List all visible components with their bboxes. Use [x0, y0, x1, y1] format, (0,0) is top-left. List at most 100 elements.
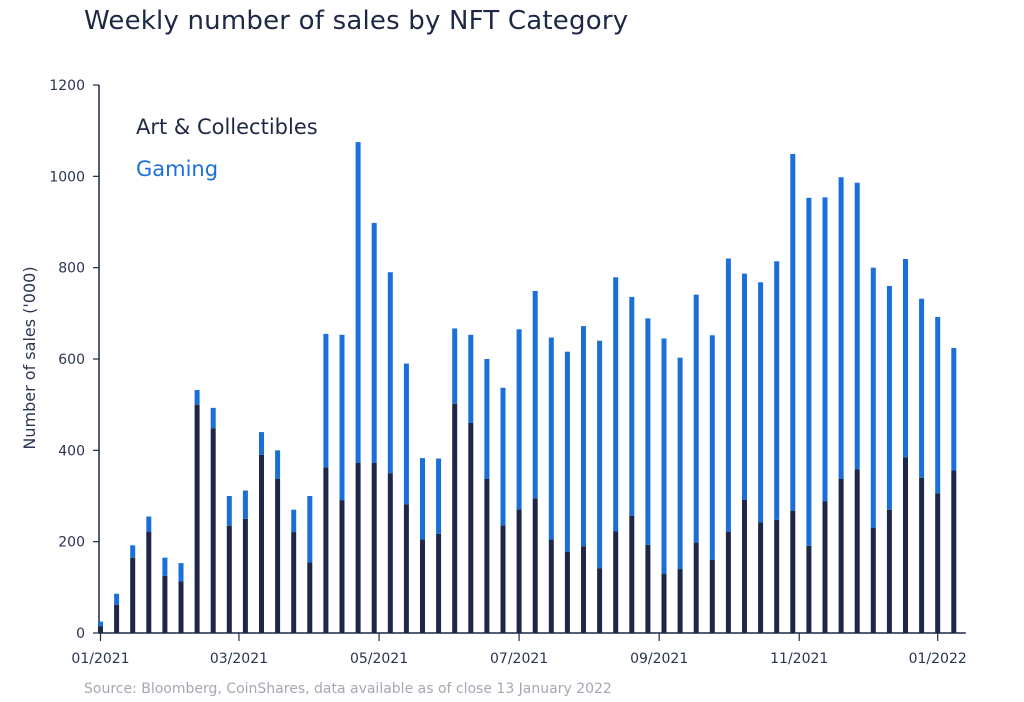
bar-art-collectibles [371, 462, 377, 633]
bar-art-collectibles [919, 477, 925, 633]
bar-art-collectibles [114, 604, 120, 633]
bar-art-collectibles [597, 568, 603, 633]
y-axis: 0 200 400 600 800 1000 1200 [49, 78, 100, 642]
y-tick-label: 0 [76, 626, 85, 642]
bar-gaming [355, 142, 361, 463]
x-axis: 01/2021 03/2021 05/2021 07/2021 09/2021 11/20… [71, 632, 967, 667]
bar-art-collectibles [210, 428, 216, 633]
bar-art-collectibles [935, 493, 941, 633]
bar-art-collectibles [339, 500, 345, 633]
bar-gaming [371, 222, 377, 463]
bar-gaming [629, 296, 635, 516]
bar-gaming [452, 328, 458, 404]
bar-gaming [403, 363, 409, 505]
bar-art-collectibles [403, 504, 409, 633]
bar-art-collectibles [742, 499, 747, 633]
bar-gaming [822, 197, 828, 502]
y-tick-label: 600 [58, 352, 85, 368]
chart-title: Weekly number of sales by NFT Category [84, 6, 629, 36]
x-tick-label: 07/2021 [490, 651, 548, 667]
bar-art-collectibles [468, 422, 474, 633]
bar-gaming [870, 267, 876, 528]
bar-art-collectibles [806, 545, 812, 633]
bar-gaming [242, 490, 248, 519]
legend-gaming: Gaming [136, 157, 218, 181]
bar-art-collectibles [951, 470, 957, 633]
bar-gaming [210, 407, 216, 429]
bar-gaming [226, 496, 232, 526]
y-tick-label: 800 [58, 261, 85, 277]
bar-art-collectibles [613, 531, 619, 633]
bar-gaming [951, 348, 957, 471]
x-tick-label: 03/2021 [210, 651, 268, 667]
bar-gaming [725, 258, 731, 532]
bar-art-collectibles [307, 562, 313, 633]
bar-art-collectibles [162, 575, 168, 633]
y-tick-label: 200 [58, 535, 85, 551]
bar-gaming [516, 329, 522, 510]
bar-gaming [98, 621, 103, 627]
bar-gaming [742, 273, 747, 500]
bar-art-collectibles [484, 478, 490, 633]
bar-gaming [162, 557, 168, 576]
source-note: Source: Bloomberg, CoinShares, data avai… [84, 681, 612, 697]
bar-gaming [903, 258, 908, 458]
bar-art-collectibles [259, 454, 264, 633]
bar-gaming [661, 338, 667, 574]
bar-gaming [677, 357, 683, 570]
bar-gaming [323, 333, 329, 468]
x-tick-label: 01/2021 [71, 651, 129, 667]
bar-gaming [468, 334, 474, 423]
bar-art-collectibles [355, 462, 361, 633]
bar-art-collectibles [226, 525, 232, 633]
bar-art-collectibles [548, 539, 554, 633]
bar-art-collectibles [242, 518, 248, 633]
bar-art-collectibles [693, 542, 699, 633]
legend-art-collectibles: Art & Collectibles [136, 115, 318, 139]
bar-gaming [275, 450, 281, 479]
bar-gaming [790, 153, 796, 511]
bar-gaming [581, 326, 586, 547]
bar-art-collectibles [677, 569, 683, 633]
bar-gaming [597, 340, 603, 569]
bar-gaming [436, 458, 442, 534]
bar-gaming [420, 458, 425, 540]
bar-art-collectibles [564, 551, 570, 633]
bar-gaming [146, 516, 152, 532]
bar-gaming [564, 351, 570, 552]
bar-art-collectibles [436, 533, 442, 633]
bar-gaming [194, 390, 200, 405]
bar-gaming [178, 563, 184, 582]
bar-art-collectibles [194, 404, 200, 633]
bar-gaming [613, 277, 619, 532]
bar-art-collectibles [581, 546, 586, 633]
bar-art-collectibles [709, 559, 715, 633]
bar-art-collectibles [758, 522, 764, 633]
bar-gaming [758, 282, 764, 523]
bar-art-collectibles [629, 515, 635, 633]
x-tick-label: 09/2021 [630, 651, 688, 667]
bar-art-collectibles [903, 457, 908, 633]
bar-gaming [919, 298, 925, 478]
bar-gaming [484, 359, 490, 479]
bar-gaming [709, 335, 715, 560]
bar-gaming [259, 432, 264, 455]
y-tick-label: 1200 [49, 78, 85, 94]
bar-art-collectibles [387, 473, 393, 633]
bar-art-collectibles [886, 509, 892, 633]
bar-art-collectibles [725, 531, 731, 633]
bar-art-collectibles [661, 573, 667, 633]
y-tick-label: 1000 [49, 169, 85, 185]
bar-art-collectibles [146, 531, 152, 633]
bar-art-collectibles [854, 469, 860, 633]
bar-gaming [291, 509, 297, 533]
bar-art-collectibles [516, 509, 522, 633]
bar-art-collectibles [323, 467, 329, 633]
bar-gaming [339, 334, 345, 501]
bar-art-collectibles [822, 501, 828, 633]
bar-gaming [130, 545, 136, 558]
x-tick-label: 05/2021 [350, 651, 408, 667]
bar-gaming [114, 593, 120, 605]
bar-art-collectibles [178, 581, 184, 633]
bar-gaming [886, 285, 892, 510]
